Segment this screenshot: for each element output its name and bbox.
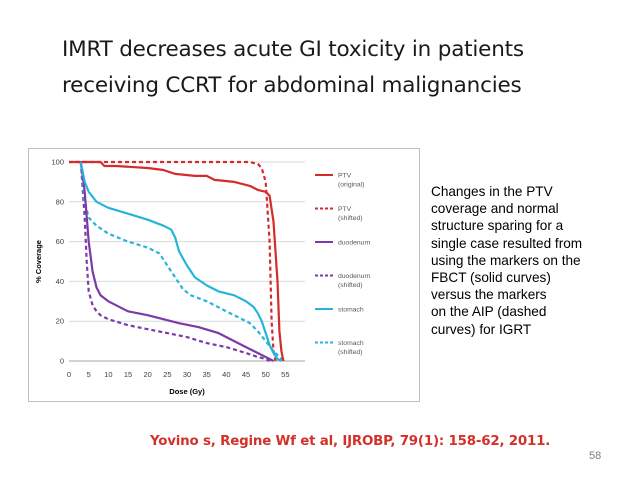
series-line-stomach-original: [79, 161, 282, 362]
caption-line: curves) for IGRT: [431, 321, 532, 337]
x-tick-label: 35: [202, 370, 210, 379]
x-tick-label: 40: [222, 370, 230, 379]
slide-title: IMRT decreases acute GI toxicity in pati…: [62, 32, 622, 104]
y-tick-label: 100: [51, 158, 64, 167]
x-tick-label: 50: [261, 370, 269, 379]
x-tick-label: 15: [124, 370, 132, 379]
caption-line: versus the markers: [431, 287, 547, 303]
legend-label: stomach: [338, 340, 364, 347]
dvh-chart: 0 20 40 60 80 100 0 5 10 15 20 25 30 35 40 45 50 55 PTV (o…: [28, 148, 420, 402]
legend-label: (shifted): [338, 349, 363, 356]
page-number: 58: [589, 450, 602, 462]
citation: Yovino s, Regine Wf et al, IJROBP, 79(1)…: [150, 434, 551, 449]
y-axis-label: % Coverage: [34, 240, 43, 283]
x-tick-label: 10: [104, 370, 112, 379]
x-tick-label: 30: [183, 370, 191, 379]
legend-label: duodenum: [338, 273, 370, 280]
chart-caption: Changes in the PTV coverage and normal s…: [431, 183, 621, 338]
caption-line: structure sparing for a: [431, 218, 564, 234]
x-tick-label: 55: [281, 370, 289, 379]
legend-label: (shifted): [338, 215, 363, 222]
y-tick-label: 40: [56, 277, 64, 286]
caption-line: on the AIP (dashed: [431, 304, 547, 320]
legend-label: PTV: [338, 173, 352, 180]
x-tick-label: 45: [242, 370, 250, 379]
y-tick-label: 60: [56, 237, 64, 246]
legend-label: (shifted): [338, 282, 363, 289]
y-tick-label: 80: [56, 197, 64, 206]
caption-line: single case resulted from: [431, 235, 583, 251]
caption-line: using the markers on the: [431, 252, 581, 268]
legend-label: (original): [338, 182, 364, 189]
series-line-stomach-shifted: [79, 161, 286, 362]
slide-title-line: IMRT decreases acute GI toxicity in pati…: [62, 37, 524, 62]
x-tick-label: 20: [143, 370, 151, 379]
legend-label: duodenum: [338, 240, 370, 247]
series-line-ptv-shifted: [69, 160, 277, 362]
y-tick-label: 0: [60, 357, 64, 366]
x-tick-label: 0: [67, 370, 71, 379]
series-line-duodenum-original: [79, 161, 275, 362]
legend-label: stomach: [338, 307, 364, 314]
y-tick-label: 20: [56, 317, 64, 326]
caption-line: Changes in the PTV: [431, 184, 553, 199]
series-line-duodenum-shifted: [79, 161, 271, 362]
x-tick-label: 5: [87, 370, 91, 379]
series-line-ptv-original: [69, 160, 285, 362]
caption-line: coverage and normal: [431, 201, 559, 217]
x-tick-label: 25: [163, 370, 171, 379]
x-axis-label: Dose (Gy): [169, 387, 205, 396]
slide-title-line: receiving CCRT for abdominal malignancie…: [62, 73, 522, 98]
caption-line: FBCT (solid curves): [431, 270, 551, 286]
legend-label: PTV: [338, 206, 352, 213]
